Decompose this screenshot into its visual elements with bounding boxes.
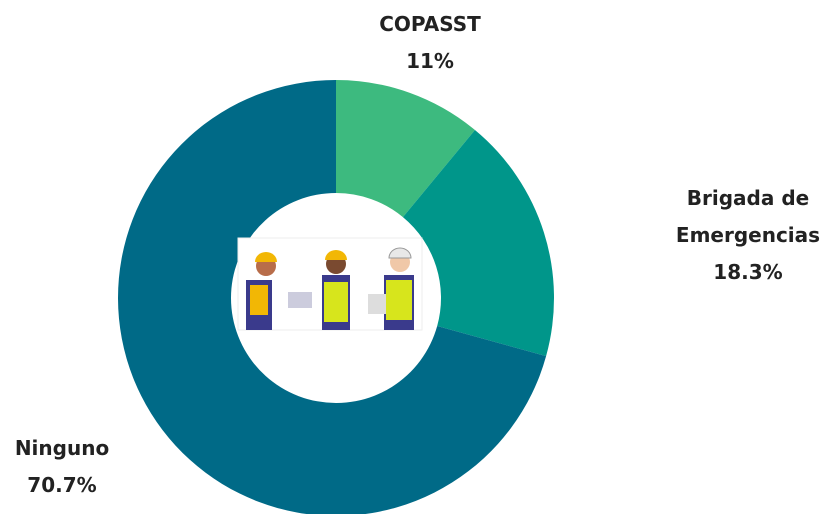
center-illustration	[238, 238, 422, 330]
label: Brigada de Emergencias 18.3%	[660, 180, 830, 291]
value-label: 18.3%	[660, 254, 830, 291]
value-label: 70.7%	[0, 467, 124, 504]
label: Ninguno 70.7%	[0, 430, 124, 504]
category-label: Brigada de Emergencias	[660, 180, 830, 254]
label: COPASST 11%	[330, 6, 530, 80]
value-label: 11%	[330, 43, 530, 80]
chart: COPASST 11% Brigada de Emergencias 18.3%…	[0, 0, 830, 514]
category-label: COPASST	[330, 6, 530, 43]
category-label: Ninguno	[0, 430, 124, 467]
